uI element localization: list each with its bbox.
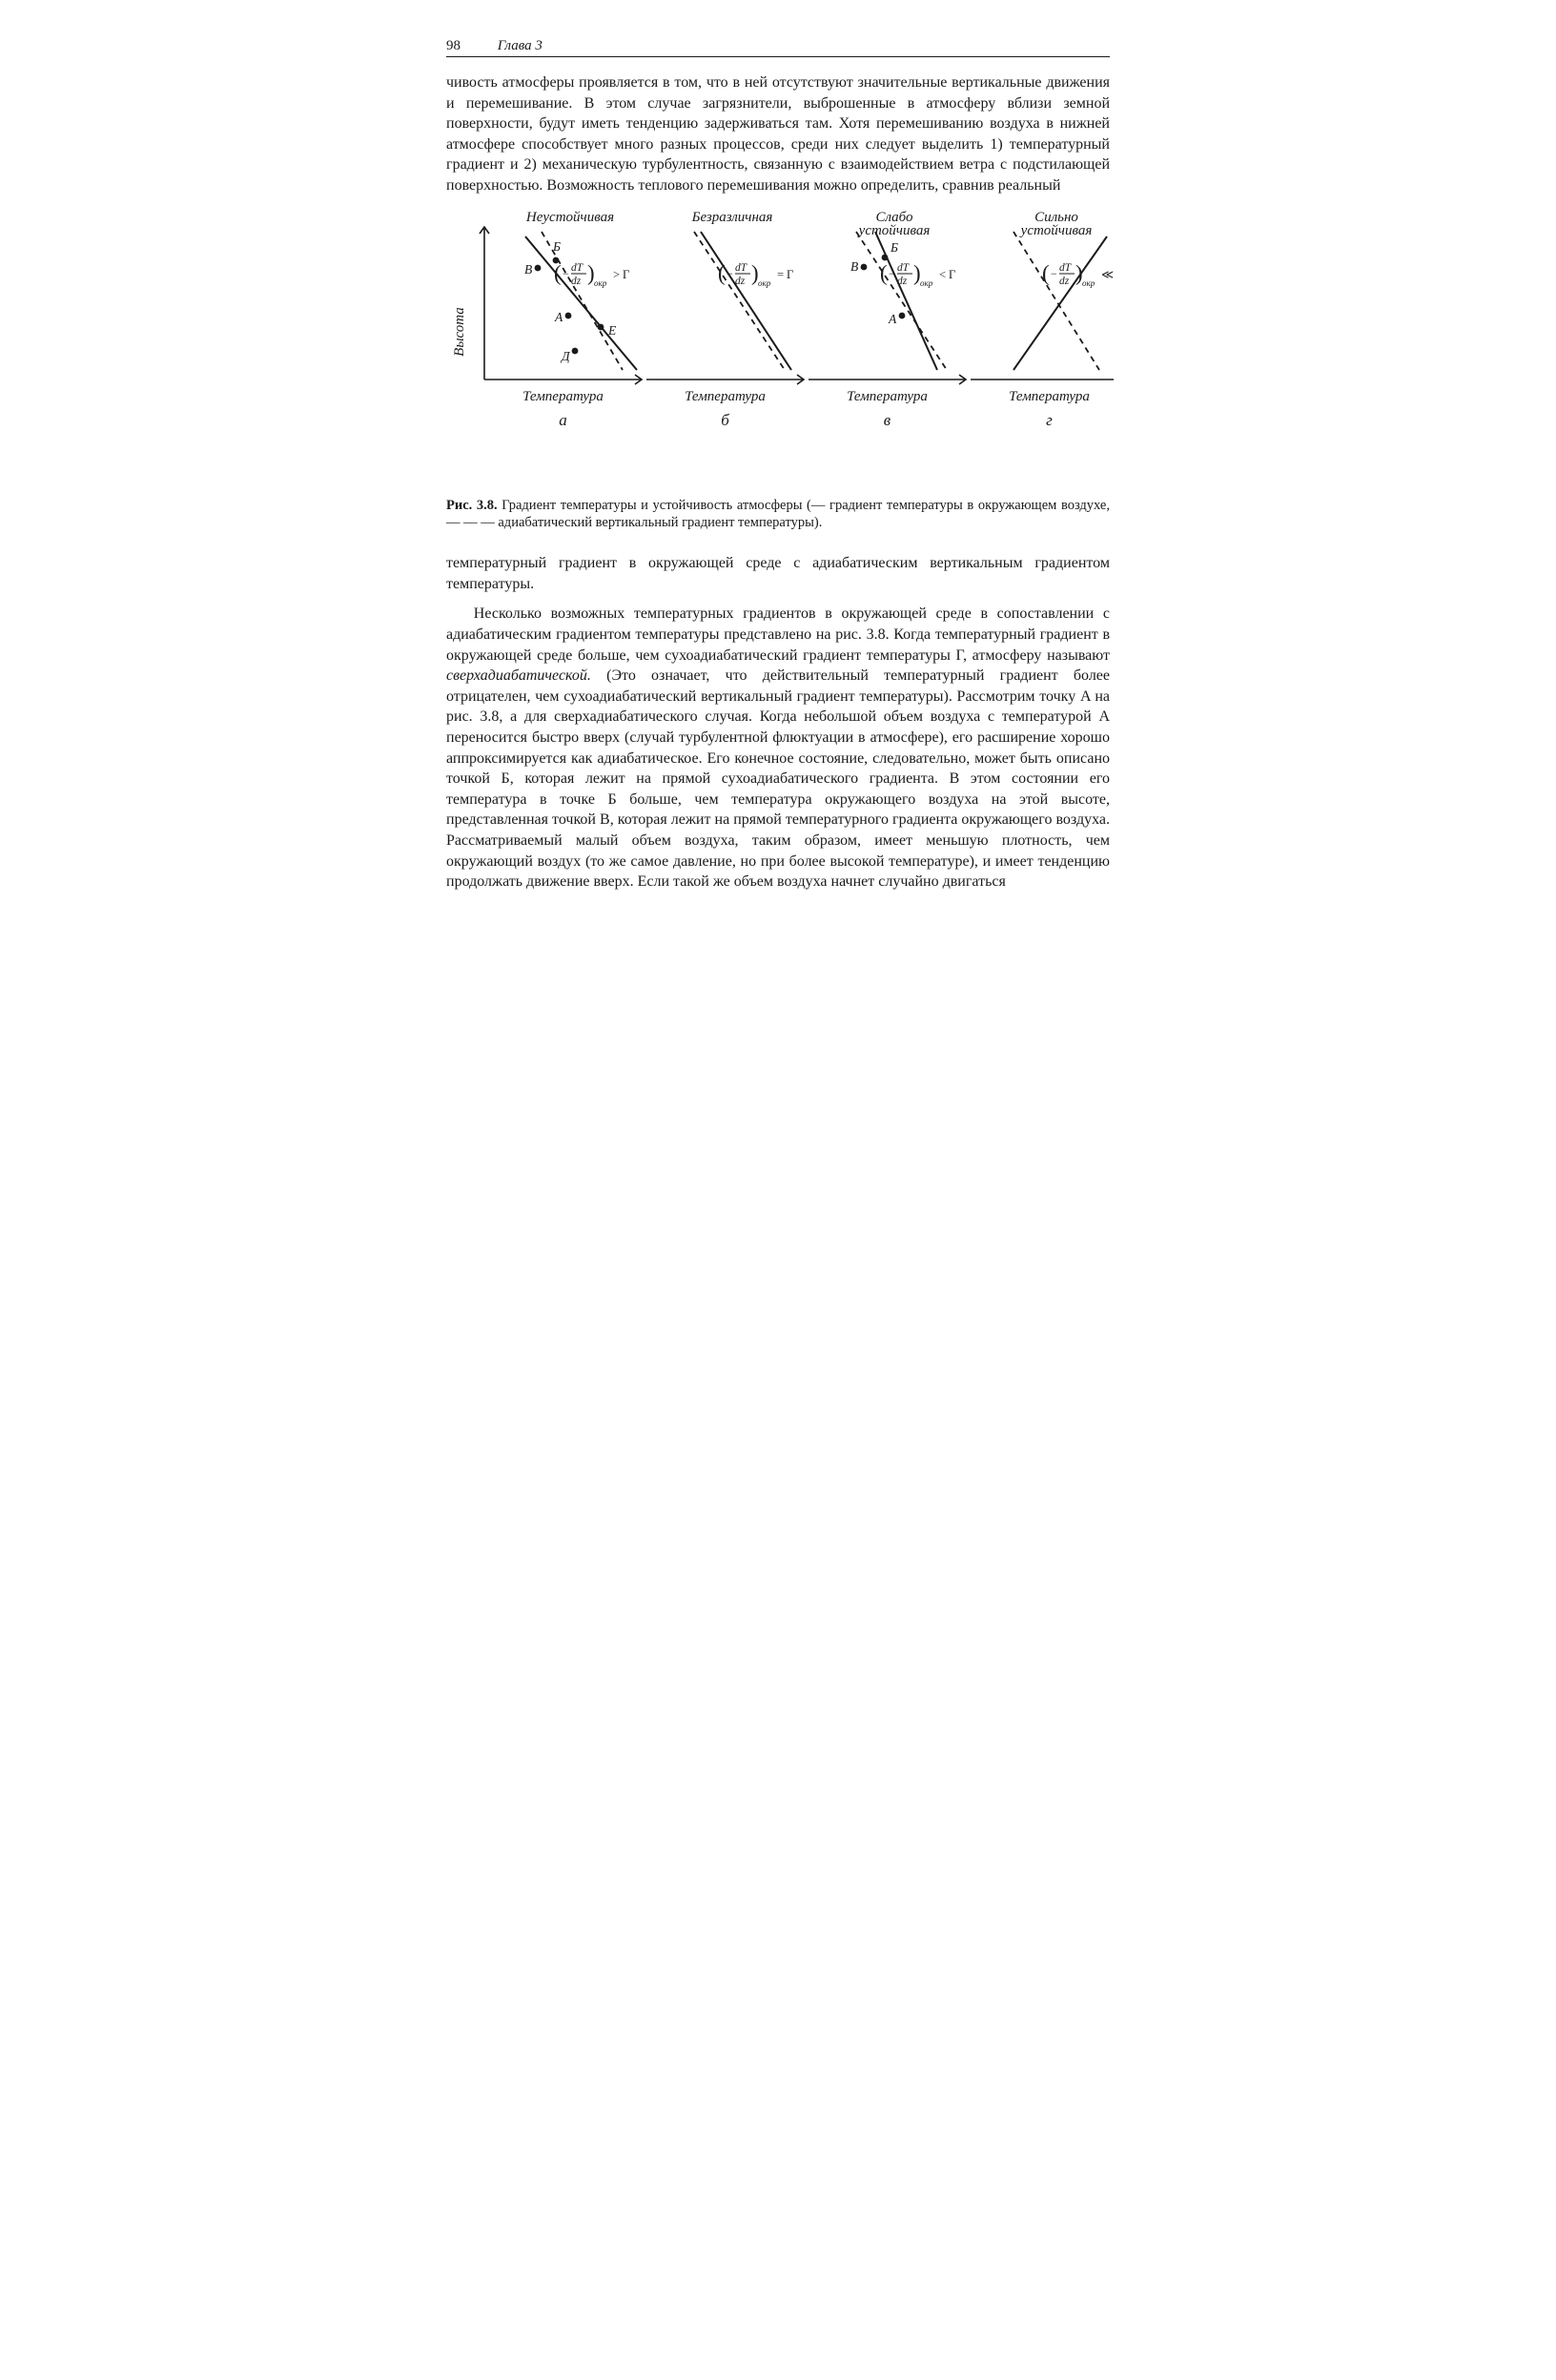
figure-caption-text: Градиент температуры и устойчивость атмо… [446,498,1110,531]
svg-text:Е: Е [607,323,617,338]
chapter-label: Глава 3 [498,38,543,53]
svg-text:=: = [777,268,784,281]
svg-text:в: в [884,411,891,429]
svg-text:б: б [721,411,729,429]
svg-text:−: − [563,267,569,280]
page-header: 98 Глава 3 [446,38,1110,57]
svg-text:Д: Д [560,349,571,363]
svg-text:Высота: Высота [452,307,467,357]
figure-caption: Рис. 3.8. Градиент температуры и устойчи… [446,497,1110,533]
svg-text:dT: dT [571,262,584,274]
svg-text:(: ( [1042,261,1050,285]
svg-text:Г: Г [949,268,955,281]
body-text-top: чивость атмосферы проявляется в том, что… [446,72,1110,196]
paragraph-3a: Несколько возможных температурных градие… [446,605,1110,663]
svg-text:Температура: Температура [685,389,766,404]
svg-text:dT: dT [897,262,911,274]
svg-text:dz: dz [571,276,582,287]
svg-text:А: А [888,312,897,326]
svg-text:В: В [850,259,858,274]
paragraph-2: температурный градиент в окружающей сред… [446,553,1110,594]
svg-text:Безразличная: Безразличная [691,210,773,225]
paragraph-3-italic: сверхадиабатической. [446,667,591,684]
svg-text:Г: Г [623,268,629,281]
svg-text:−: − [1051,267,1057,280]
page: 98 Глава 3 чивость атмосферы проявляется… [389,0,1167,959]
svg-text:dT: dT [735,262,748,274]
svg-text:окр: окр [758,278,771,288]
svg-text:>: > [613,268,620,281]
svg-text:dz: dz [735,276,746,287]
svg-text:Температура: Температура [522,389,604,404]
paragraph-3b: (Это означает, что действительный темпер… [446,667,1110,890]
body-text-bottom: температурный градиент в окружающей сред… [446,553,1110,892]
svg-text:dz: dz [897,276,908,287]
svg-text:−: − [727,267,733,280]
svg-text:(: ( [880,261,888,285]
svg-text:устойчивая: устойчивая [857,223,931,238]
svg-text:окр: окр [594,278,607,288]
figure-3-8: ВысотаНеустойчивая(−dTdz)окр>ГВБАДЕТемпе… [446,208,1110,489]
svg-text:−: − [889,267,895,280]
svg-text:dT: dT [1059,262,1073,274]
paragraph-3: Несколько возможных температурных градие… [446,604,1110,892]
paragraph-1: чивость атмосферы проявляется в том, что… [446,72,1110,196]
svg-text:окр: окр [920,278,933,288]
svg-text:Б: Б [890,240,898,255]
svg-text:В: В [524,262,532,277]
svg-text:окр: окр [1082,278,1095,288]
page-number: 98 [446,38,494,54]
svg-text:Б: Б [552,239,561,254]
svg-text:(: ( [554,261,562,285]
svg-text:dz: dz [1059,276,1070,287]
svg-text:(: ( [718,261,726,285]
svg-text:Г: Г [787,268,793,281]
svg-text:Неустойчивая: Неустойчивая [525,210,614,225]
figure-svg: ВысотаНеустойчивая(−dTdz)окр>ГВБАДЕТемпе… [446,208,1114,484]
svg-text:г: г [1046,411,1053,429]
svg-text:<: < [939,268,946,281]
svg-text:а: а [559,411,567,429]
svg-text:А: А [554,310,563,324]
svg-text:устойчивая: устойчивая [1019,223,1093,238]
svg-text:Температура: Температура [1009,389,1090,404]
figure-caption-label: Рис. 3.8. [446,498,498,513]
svg-text:≪: ≪ [1101,268,1114,281]
svg-text:Температура: Температура [847,389,928,404]
